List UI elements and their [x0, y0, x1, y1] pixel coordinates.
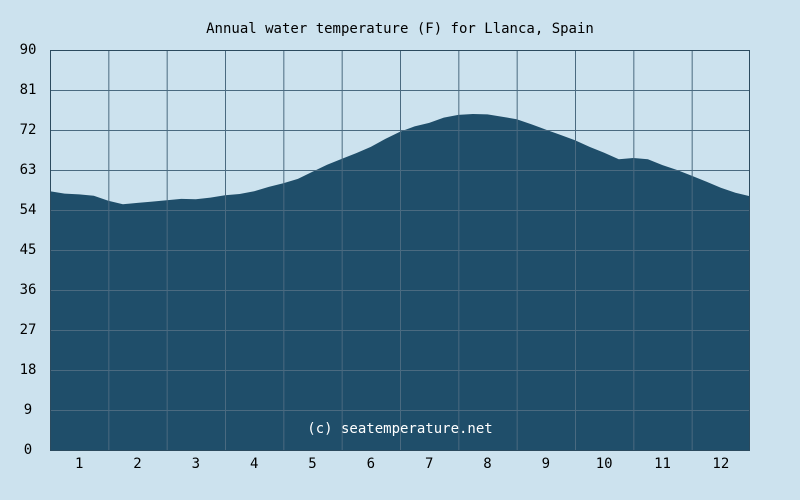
- x-tick-label: 12: [712, 456, 729, 472]
- x-tick-label: 1: [75, 456, 83, 472]
- y-tick-label: 45: [20, 242, 37, 258]
- y-tick-label: 9: [24, 402, 32, 418]
- y-tick-label: 36: [20, 282, 37, 298]
- x-axis-ticks: 1 2 3 4 5 6 7 8 9 10 11 12: [75, 456, 729, 472]
- plot-frame: [50, 50, 750, 451]
- y-tick-label: 54: [20, 202, 37, 218]
- y-tick-label: 27: [20, 322, 37, 338]
- x-tick-label: 6: [367, 456, 375, 472]
- x-tick-label: 2: [133, 456, 141, 472]
- y-axis-ticks: 0 9 18 27 36 45 54 63 72 81 90: [20, 42, 37, 458]
- x-tick-label: 8: [483, 456, 491, 472]
- x-tick-label: 3: [192, 456, 200, 472]
- x-tick-label: 4: [250, 456, 258, 472]
- x-tick-label: 11: [654, 456, 671, 472]
- y-tick-label: 63: [20, 162, 37, 178]
- x-tick-label: 9: [542, 456, 550, 472]
- y-tick-label: 72: [20, 122, 37, 138]
- y-tick-label: 90: [20, 42, 37, 58]
- x-tick-label: 7: [425, 456, 433, 472]
- y-tick-label: 18: [20, 362, 37, 378]
- chart-title: Annual water temperature (F) for Llanca,…: [206, 21, 594, 37]
- x-tick-label: 5: [308, 456, 316, 472]
- copyright-watermark: (c) seatemperature.net: [307, 421, 492, 437]
- y-tick-label: 0: [24, 442, 32, 458]
- y-tick-label: 81: [20, 82, 37, 98]
- x-tick-label: 10: [596, 456, 613, 472]
